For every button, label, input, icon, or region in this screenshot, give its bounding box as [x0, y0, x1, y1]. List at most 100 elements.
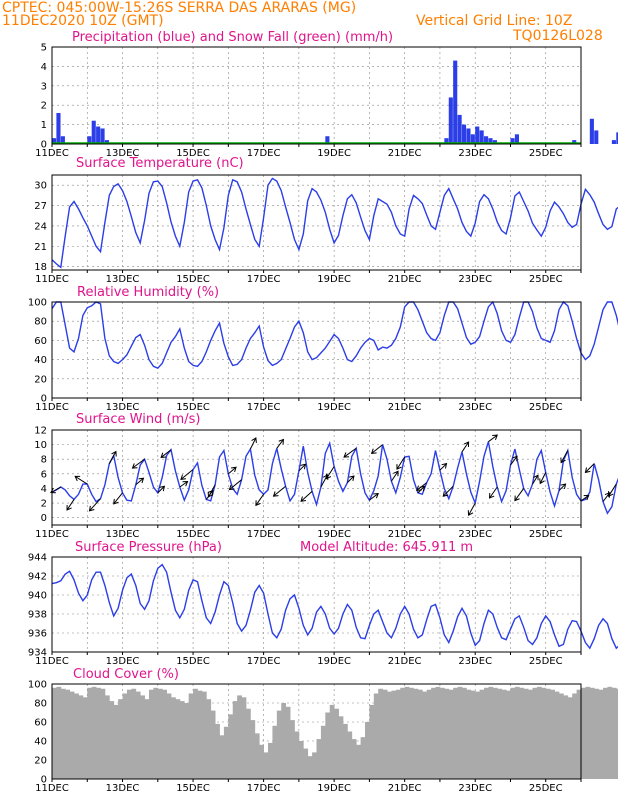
cloud-bar: [263, 752, 269, 779]
temp-xtick-label: 13DEC: [106, 274, 140, 285]
cloud-bar: [268, 742, 273, 779]
wind-vector-shaft: [560, 450, 569, 463]
cloud-bar: [444, 688, 450, 779]
pres-ytick: 936: [28, 629, 47, 640]
rh-xtick-label: 13DEC: [106, 402, 140, 413]
cloud-xtick-label: 23DEC: [458, 783, 492, 794]
cloud-bar: [131, 688, 137, 779]
wind-vector-head: [489, 492, 495, 499]
cloud-xtick-label: 17DEC: [247, 783, 281, 794]
wind-vector-head: [325, 473, 332, 480]
wind-ytick: 6: [41, 469, 47, 480]
cloud-bar: [479, 689, 485, 779]
rh-xtick-label: 17DEC: [247, 402, 281, 413]
header-date: 11DEC2020 10Z (GMT): [2, 13, 164, 29]
cloud-bar: [175, 699, 181, 779]
wind-vector-head: [159, 485, 166, 492]
cloud-bar: [422, 691, 428, 779]
temp-xtick-label: 11DEC: [35, 274, 69, 285]
pres-xtick-label: 23DEC: [458, 656, 492, 667]
precip-ytick: 2: [41, 101, 47, 112]
wind-vector-shaft: [510, 455, 518, 466]
rh-ytick: 20: [34, 374, 47, 385]
temp-xtick-label: 23DEC: [458, 274, 492, 285]
cloud-xtick-label: 25DEC: [529, 783, 563, 794]
cloud-bar: [506, 690, 511, 779]
cloud-bar: [448, 689, 454, 779]
wind-vector-head: [539, 478, 545, 485]
cloud-bar: [316, 739, 322, 779]
cloud-bar: [74, 693, 79, 779]
pres-ytick: 940: [28, 591, 47, 602]
humidity-panel: Relative Humidity (%) 0 20 40 60 80 100 11DEC 1…: [28, 285, 618, 413]
wind-vector-shaft: [488, 434, 498, 443]
rh-series-line: [51, 300, 618, 370]
cloud-bar: [391, 690, 397, 779]
cloud-ytick: 100: [28, 680, 47, 691]
precip-bar: [457, 114, 462, 144]
cloud-bar: [237, 695, 242, 779]
cloud-bar: [382, 689, 388, 779]
wind-vector-shaft: [326, 466, 335, 479]
wind-vector-head: [583, 494, 590, 501]
cloud-bar: [223, 726, 229, 779]
precip-bar: [87, 136, 92, 144]
wind-vector-head: [228, 484, 235, 491]
wind-panel: Surface Wind (m/s) 0 2 4 6 8 10 12 11DEC 13DEC 15…: [34, 412, 618, 540]
cloud-bar: [126, 689, 132, 779]
cloud-bar: [184, 703, 190, 779]
pres-xtick-label: 21DEC: [388, 656, 422, 667]
cloud-bar: [153, 687, 159, 779]
temp-ytick: 21: [34, 242, 47, 253]
wind-vector-shaft: [273, 485, 286, 497]
wind-vector-shaft: [558, 483, 566, 492]
cloud-bar: [276, 710, 282, 779]
wind-vector-shaft: [347, 475, 355, 483]
cloud-bar: [65, 689, 71, 779]
cloud-bar: [492, 687, 498, 779]
cloud-bar: [250, 720, 256, 779]
wind-vector-head: [74, 475, 81, 482]
cloud-bar: [87, 687, 93, 779]
wind-vector-head: [393, 470, 399, 477]
wind-vector-shaft: [179, 481, 188, 488]
wind-vector-shaft: [439, 463, 447, 471]
wind-vector-head: [251, 437, 257, 444]
cloud-bar: [109, 701, 115, 779]
cloud-bar: [541, 687, 547, 779]
pres-ytick: 938: [28, 610, 47, 621]
cloud-bar: [338, 716, 344, 779]
cloud-bar: [435, 686, 441, 779]
wind-vector-head: [272, 491, 279, 497]
cloud-bar: [603, 687, 608, 779]
cloud-ytick: 60: [34, 718, 47, 729]
wind-vector-shaft: [157, 485, 165, 494]
wind-vector-shaft: [89, 498, 101, 512]
cloud-bar: [148, 689, 154, 779]
cloud-bar: [470, 690, 476, 779]
cloud-bar: [325, 712, 331, 779]
precip-xtick-label: 15DEC: [176, 148, 210, 159]
temperature-title: Surface Temperature (nC): [76, 156, 244, 171]
cloud-bar: [144, 699, 150, 779]
cloud-bar: [572, 693, 577, 779]
temp-xtick-label: 17DEC: [247, 274, 281, 285]
rh-ytick: 80: [34, 317, 47, 328]
wind-vector-head: [584, 467, 591, 474]
temp-series-line: [51, 177, 618, 269]
cloud-bar: [347, 731, 353, 779]
wind-vector-shaft: [608, 483, 617, 497]
precip-xtick-label: 23DEC: [458, 148, 492, 159]
cloud-bar: [413, 688, 419, 779]
cloud-xtick-label: 13DEC: [106, 783, 140, 794]
wind-vector-shaft: [514, 488, 525, 501]
cloud-bar: [69, 691, 75, 779]
cloud-bar: [360, 737, 366, 779]
wind-xtick-label: 23DEC: [458, 529, 492, 540]
wind-vector-head: [182, 480, 189, 487]
cloud-bar: [259, 744, 264, 779]
rh-xtick-label: 11DEC: [35, 402, 69, 413]
cloud-bar: [320, 725, 326, 779]
pres-ytick: 944: [28, 553, 47, 564]
